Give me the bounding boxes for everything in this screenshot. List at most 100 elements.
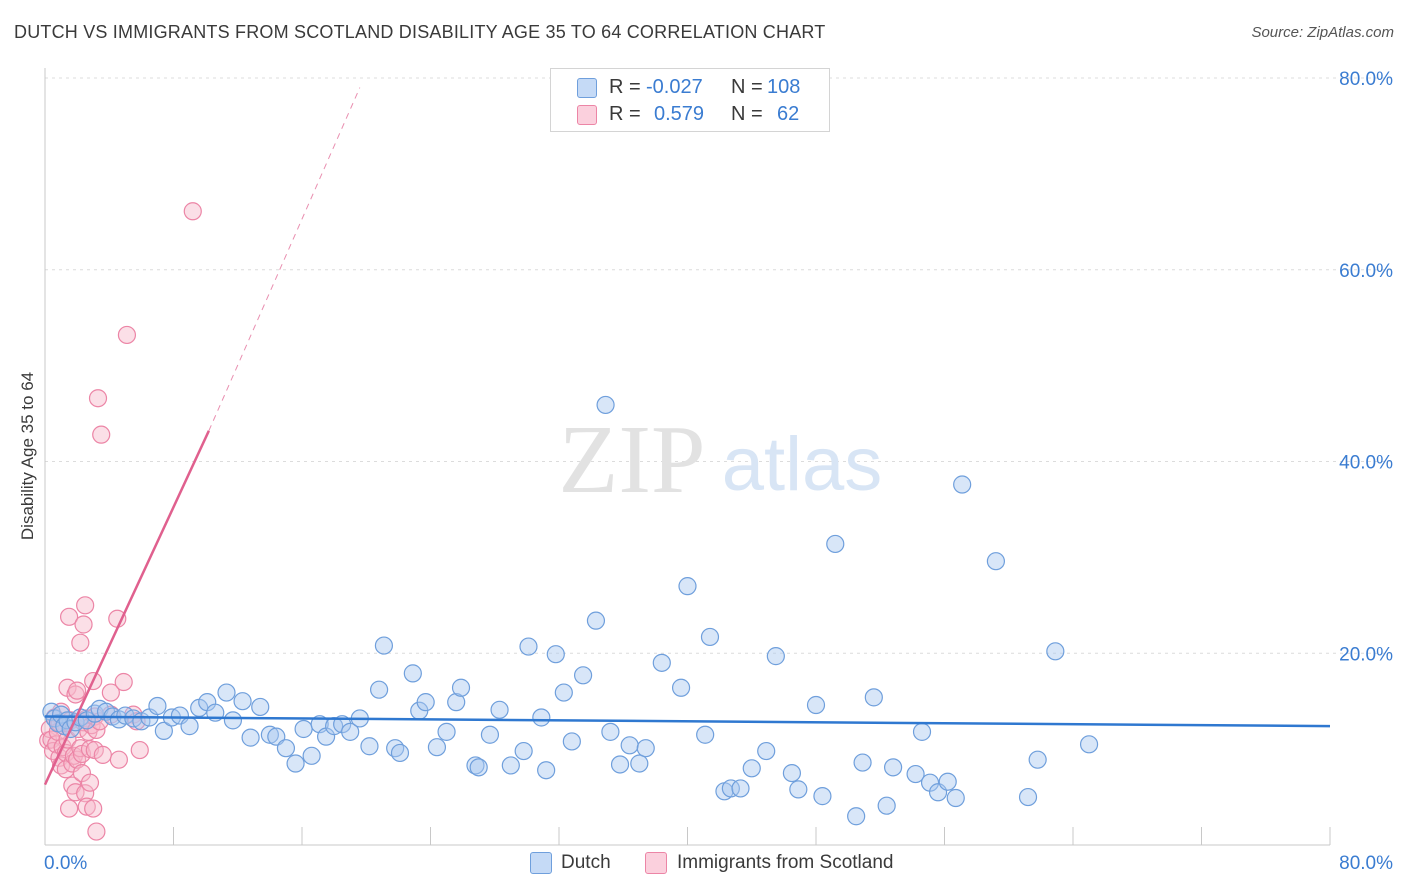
scotland-point [76, 596, 95, 615]
dutch-point [731, 779, 750, 798]
dutch-point [789, 780, 808, 799]
dutch-point [610, 755, 630, 774]
dutch-point [700, 627, 720, 647]
watermark-atlas: atlas [722, 422, 883, 507]
dutch-point [223, 711, 243, 730]
dutch-point [782, 763, 802, 783]
dutch-point [180, 717, 199, 736]
dutch-point [652, 653, 671, 672]
legend-n-value: 108 [767, 76, 801, 98]
legend-label-dutch: Dutch [561, 852, 611, 873]
dutch-point [953, 475, 972, 494]
scotland-point [80, 773, 100, 792]
dutch-point [480, 725, 500, 744]
dutch-point [912, 722, 932, 741]
dutch-point [537, 761, 556, 780]
dutch-point [554, 683, 573, 702]
dutch-point [1018, 787, 1038, 807]
dutch-point [1079, 735, 1099, 754]
dutch-trend-line [44, 715, 1331, 728]
dutch-point [757, 741, 776, 761]
x-tick-label: 80.0% [1339, 853, 1393, 874]
dutch-point [360, 737, 379, 756]
y-tick-label: 20.0% [1339, 644, 1393, 665]
scotland-point [183, 202, 202, 221]
dutch-point [601, 722, 620, 741]
dutch-point [946, 788, 965, 808]
dutch-point [847, 807, 866, 826]
dutch-point [519, 637, 538, 656]
y-tick-label: 80.0% [1339, 69, 1393, 90]
dutch-point [501, 756, 520, 775]
dutch-point [766, 647, 785, 666]
dutch-point [469, 758, 488, 777]
dutch-point [532, 708, 551, 727]
dutch-point [241, 728, 260, 747]
legend-swatch-dutch [577, 78, 597, 98]
dutch-point [148, 696, 167, 716]
legend-r-label: R = [609, 76, 641, 98]
dutch-point [447, 693, 466, 712]
dutch-point [853, 753, 872, 772]
scotland-point [87, 822, 106, 841]
dutch-point [813, 787, 832, 806]
dutch-point [721, 779, 740, 798]
gridlines [45, 77, 1392, 654]
scotland-point [130, 740, 149, 760]
scotland-point [114, 672, 133, 692]
y-tick-label: 40.0% [1339, 453, 1393, 474]
source-label: Source: ZipAtlas.com [1251, 24, 1394, 41]
dutch-point [374, 636, 394, 655]
watermark: ZIP atlas [559, 406, 883, 514]
dutch-point [573, 666, 593, 685]
dutch-point [696, 725, 715, 744]
dutch-point [260, 725, 279, 744]
legend-swatch-dutch [530, 852, 552, 874]
dutch-point [341, 722, 360, 741]
legend-swatch-scotland [645, 852, 667, 874]
dutch-point [427, 738, 447, 757]
scotland-point [59, 799, 79, 818]
dutch-point [403, 664, 422, 683]
dutch-point [251, 697, 270, 717]
dutch-point [938, 772, 957, 791]
chart-title: DUTCH VS IMMIGRANTS FROM SCOTLAND DISABI… [14, 22, 826, 42]
dutch-point [678, 577, 697, 596]
y-tick-labels: 20.0% 40.0% 60.0% 80.0% [1339, 69, 1393, 665]
legend-r-label: R = [609, 103, 641, 125]
dutch-point [276, 739, 296, 758]
dutch-point [233, 692, 252, 711]
dutch-point [1046, 642, 1065, 661]
legend-row-scotland: R = 0.579 N = 62 [551, 101, 829, 127]
scotland-point [77, 797, 96, 816]
scotland-trend-line [43, 430, 210, 786]
dutch-point [620, 736, 639, 755]
dutch-point [390, 743, 410, 763]
dutch-point [596, 395, 615, 415]
dutch-point [217, 683, 236, 702]
dutch-point [671, 678, 691, 697]
legend-swatch-scotland [577, 105, 597, 125]
dutch-point [906, 764, 925, 784]
watermark-zip: ZIP [559, 406, 706, 514]
dutch-point [630, 754, 649, 773]
scotland-point [117, 325, 137, 345]
scotland-point [71, 633, 90, 652]
legend-n-label: N = [731, 103, 763, 125]
dutch-point [294, 719, 313, 739]
dutch-point [877, 796, 896, 815]
dutch-point [586, 611, 606, 630]
scotland-point [68, 681, 87, 700]
dutch-point [742, 759, 761, 778]
scotland-point [68, 750, 87, 769]
scotland-point [92, 425, 111, 444]
legend-r-value: -0.027 [646, 76, 703, 98]
scotland-point [66, 783, 85, 802]
dutch-point [826, 534, 845, 554]
legend-n-label: N = [731, 76, 763, 98]
legend-row-dutch: R = -0.027 N = 108 [551, 74, 829, 100]
dutch-point [562, 732, 581, 751]
scotland-point [76, 784, 95, 803]
dutch-points [42, 395, 1099, 826]
